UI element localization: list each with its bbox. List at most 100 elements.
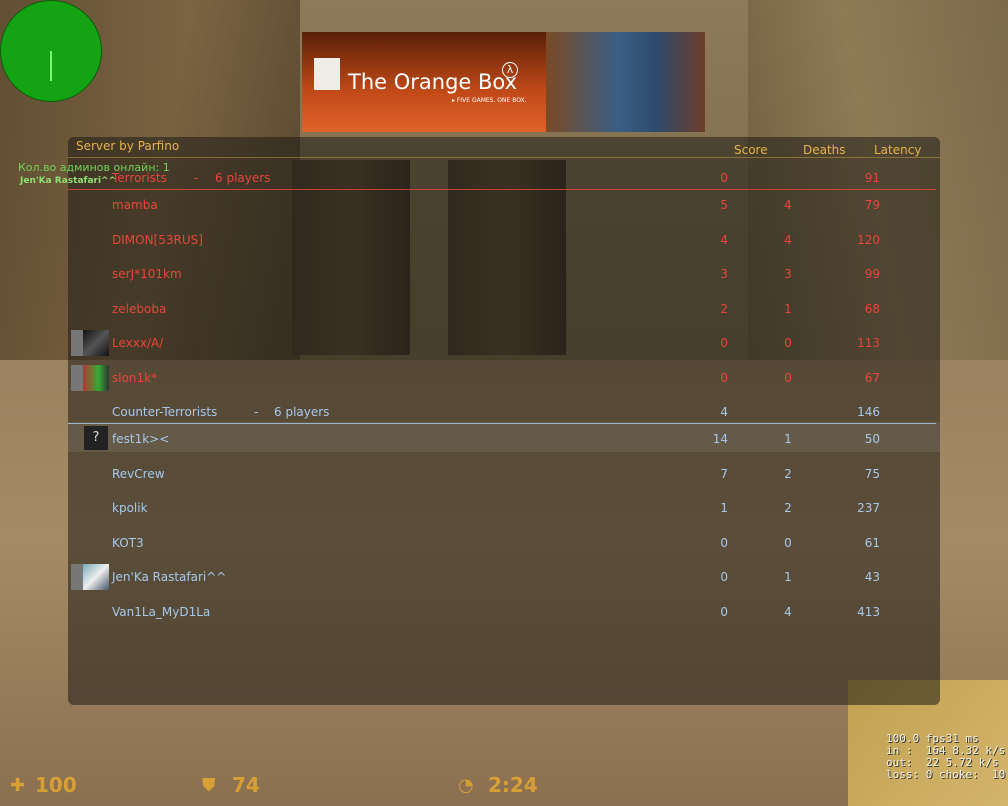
team-score: 0 — [720, 171, 728, 185]
column-deaths: Deaths — [803, 143, 846, 157]
player-latency: 413 — [857, 604, 880, 619]
avatar-image — [83, 564, 109, 590]
server-name: Server by Parfino — [76, 139, 180, 153]
player-name: RevCrew — [112, 466, 165, 481]
player-row[interactable]: serJ*101km 3 3 99 — [68, 265, 940, 285]
round-timer: 2:24 — [488, 773, 538, 797]
team-divider — [68, 189, 936, 190]
player-latency: 68 — [864, 301, 880, 316]
banner-tagline: ▸ FIVE GAMES. ONE BOX. — [452, 97, 527, 104]
player-latency: 99 — [864, 267, 880, 281]
player-deaths: 1 — [784, 570, 792, 584]
player-row[interactable]: Jen'Ka Rastafari^^ 0 1 43 — [68, 564, 940, 590]
column-latency: Latency — [874, 143, 922, 157]
scoreboard: Server by Parfino Score Deaths Latency T… — [68, 137, 940, 705]
team-divider — [68, 423, 936, 424]
team-name: Counter-Terrorists — [112, 405, 218, 419]
stopwatch-icon: ◔ — [458, 775, 474, 796]
player-name: kpolik — [112, 501, 148, 515]
orange-box-banner: The Orange Box λ ▸ FIVE GAMES. ONE BOX. — [302, 32, 705, 132]
team-latency: 91 — [864, 171, 880, 185]
player-score: 4 — [720, 232, 728, 247]
admin-name-text: Jen'Ka Rastafari^^ — [20, 176, 117, 186]
player-row[interactable]: DIMON[53RUS] 4 4 120 — [68, 231, 940, 251]
player-name: slon1k* — [112, 370, 158, 385]
player-row[interactable]: ? fest1k>< 14 1 50 — [68, 426, 940, 450]
netgraph-in: in : 164 8.32 k/s — [886, 744, 1006, 757]
player-score: 0 — [720, 535, 728, 550]
avatar-image — [83, 364, 109, 391]
player-name: mamba — [112, 198, 158, 212]
cross-icon: ✚ — [10, 775, 26, 796]
player-latency: 79 — [864, 198, 880, 212]
player-score: 2 — [720, 301, 728, 316]
player-name: KOT3 — [112, 535, 144, 550]
player-latency: 43 — [864, 570, 880, 584]
player-row[interactable]: mamba 5 4 79 — [68, 196, 940, 216]
player-score: 0 — [720, 370, 728, 385]
player-deaths: 0 — [784, 370, 792, 385]
header-divider — [68, 157, 940, 158]
player-deaths: 0 — [784, 336, 792, 350]
player-score: 0 — [720, 336, 728, 350]
friend-icon — [71, 330, 83, 356]
player-row[interactable]: RevCrew 7 2 75 — [68, 465, 940, 485]
player-latency: 50 — [864, 432, 880, 446]
player-score: 14 — [712, 432, 728, 446]
player-latency: 61 — [864, 535, 880, 550]
avatar — [71, 564, 109, 590]
netgraph: 100.0 fps31 ms in : 164 8.32 k/s out: 22 5… — [886, 733, 1005, 781]
player-deaths: 3 — [784, 267, 792, 281]
player-row[interactable]: kpolik 1 2 237 — [68, 499, 940, 519]
player-name: fest1k>< — [112, 432, 170, 446]
player-name: Lexxx/A/ — [112, 336, 164, 350]
unknown-avatar-icon: ? — [84, 426, 108, 450]
team-player-count: 6 players — [274, 405, 330, 419]
avatar — [71, 364, 109, 391]
lambda-logo-icon: λ — [502, 62, 518, 78]
player-deaths: 1 — [784, 432, 792, 446]
player-row[interactable]: slon1k* 0 0 67 — [68, 364, 940, 391]
team-latency: 146 — [857, 405, 880, 419]
player-row[interactable]: KOT3 0 0 61 — [68, 534, 940, 554]
counter_terrorists-team-header: Counter-Terrorists - 6 players 4 146 — [68, 403, 940, 423]
player-deaths: 2 — [784, 466, 792, 481]
box-logo-icon — [314, 58, 340, 90]
player-score: 1 — [720, 501, 728, 515]
player-latency: 67 — [864, 370, 880, 385]
team-player-count: 6 players — [215, 171, 271, 185]
banner-artwork — [546, 32, 705, 132]
player-row[interactable]: Lexxx/A/ 0 0 113 — [68, 330, 940, 356]
player-deaths: 2 — [784, 501, 792, 515]
avatar — [71, 330, 109, 356]
player-name: Jen'Ka Rastafari^^ — [112, 570, 227, 584]
player-name: DIMON[53RUS] — [112, 232, 203, 247]
player-latency: 237 — [857, 501, 880, 515]
health-value: 100 — [35, 773, 77, 797]
player-score: 5 — [720, 198, 728, 212]
friend-icon — [71, 364, 83, 391]
netgraph-out: out: 22 5.72 k/s — [886, 756, 999, 769]
player-latency: 113 — [857, 336, 880, 350]
player-row[interactable]: zeleboba 2 1 68 — [68, 300, 940, 320]
radar — [0, 0, 102, 102]
team-separator: - — [254, 405, 259, 419]
player-deaths: 1 — [784, 301, 792, 316]
armor-value: 74 — [232, 773, 260, 797]
player-deaths: 4 — [784, 198, 792, 212]
player-name: zeleboba — [112, 301, 167, 316]
player-score: 7 — [720, 466, 728, 481]
player-row[interactable]: Van1La_MyD1La 0 4 413 — [68, 603, 940, 623]
admin-count-text: Кол.во админов онлайн: 1 — [18, 161, 170, 174]
netgraph-loss: loss: 0 choke: 10 — [886, 768, 1006, 781]
team-separator: - — [194, 171, 199, 185]
player-latency: 120 — [857, 232, 880, 247]
player-deaths: 0 — [784, 535, 792, 550]
player-deaths: 4 — [784, 604, 792, 619]
player-score: 0 — [720, 570, 728, 584]
player-score: 0 — [720, 604, 728, 619]
player-latency: 75 — [864, 466, 880, 481]
player-name: Van1La_MyD1La — [112, 604, 211, 619]
netgraph-fps: 100.0 fps31 ms — [886, 732, 979, 745]
banner-title: The Orange Box — [348, 70, 518, 94]
